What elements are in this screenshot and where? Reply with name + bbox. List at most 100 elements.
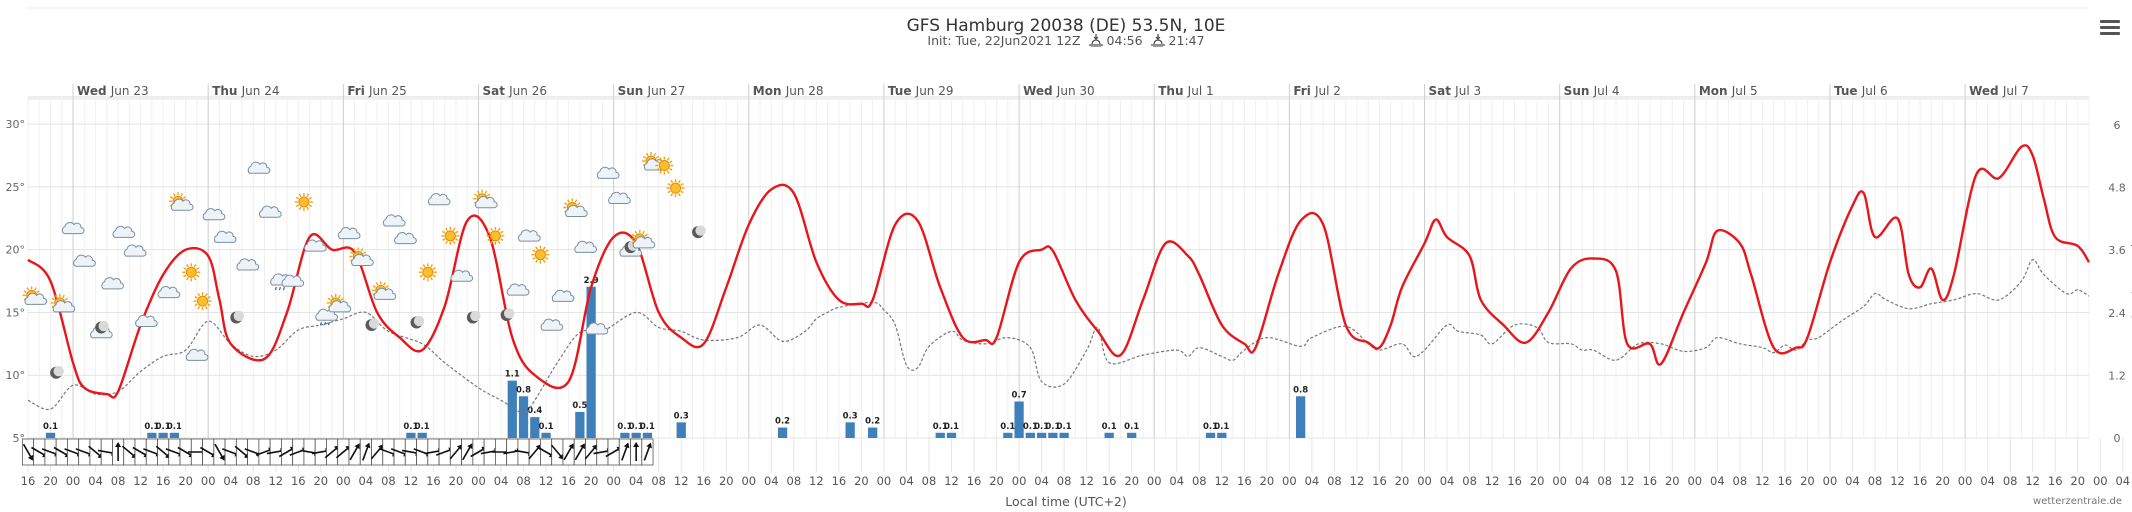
series-lines bbox=[27, 144, 2091, 414]
sun-disc bbox=[444, 230, 456, 242]
sun-ray bbox=[669, 160, 673, 164]
x-tick-labels: 16 20 00 04 08 12 16 20 00 04 08 12 16 20 00 04 08 12 16 20… bbox=[21, 474, 2130, 488]
sun-ray bbox=[442, 230, 446, 234]
cloud-icon bbox=[247, 161, 271, 174]
sun-ray bbox=[659, 157, 662, 161]
x-tick-label: 04 bbox=[494, 474, 509, 488]
rain-drop bbox=[327, 322, 331, 326]
wind-arrow-icon bbox=[362, 442, 371, 461]
x-tick-label: 00 bbox=[2093, 474, 2108, 488]
sun-ray bbox=[327, 297, 331, 301]
x-tick-label: 20 bbox=[989, 474, 1004, 488]
y-tick-label-temp: 25° bbox=[6, 181, 26, 194]
x-tick-label: 08 bbox=[246, 474, 261, 488]
x-tick-label: 04 bbox=[1845, 474, 1860, 488]
day-labels: Wed Jun 23 Thu Jun 24 Fri Jun 25 Sat Jun 26… bbox=[77, 84, 2029, 98]
sun-ray bbox=[667, 183, 671, 186]
y-tick-label-precip: 1.2 bbox=[2108, 369, 2126, 382]
precip-label: 0.1 bbox=[1023, 422, 1038, 432]
sun-ray bbox=[350, 251, 354, 255]
day-label-date: Jul 6 bbox=[1861, 84, 1888, 98]
day-label: Wed Jul 7 bbox=[1969, 84, 2029, 98]
wind-arrow-head bbox=[592, 444, 598, 451]
sun-ray bbox=[497, 227, 501, 232]
sun-ray bbox=[677, 180, 681, 184]
cloud-shape bbox=[112, 225, 136, 238]
sun-icon bbox=[441, 226, 460, 245]
precip-bar bbox=[417, 432, 427, 438]
day-label-dow: Thu bbox=[212, 84, 241, 98]
x-tick-label: 12 bbox=[1890, 474, 1905, 488]
precip-bar bbox=[1003, 432, 1013, 438]
sun-ray bbox=[655, 155, 660, 159]
precip-bar bbox=[541, 432, 551, 438]
day-label: Tue Jun 29 bbox=[888, 84, 954, 98]
plot-area bbox=[27, 98, 2090, 439]
x-tick-label: 00 bbox=[1552, 474, 1567, 488]
cloud-shape bbox=[202, 208, 226, 221]
moon-light bbox=[233, 310, 245, 322]
wind-arrow-head bbox=[354, 443, 360, 450]
x-tick-label: 12 bbox=[539, 474, 554, 488]
sun-ray bbox=[455, 230, 459, 234]
sun-disc bbox=[658, 160, 670, 172]
precip-label: 0.1 bbox=[167, 422, 182, 432]
sun-ray bbox=[452, 227, 456, 232]
credits-link[interactable]: wetterzentrale.de bbox=[2033, 496, 2122, 507]
sun-ray bbox=[26, 287, 30, 291]
wind-cell bbox=[112, 438, 125, 466]
precip-label: 0.1 bbox=[403, 422, 418, 432]
cloud-shape bbox=[518, 229, 541, 242]
y-tick-label-temp: 10° bbox=[6, 369, 26, 382]
cloud-shape bbox=[304, 239, 327, 252]
sun-ray bbox=[500, 238, 504, 241]
cloud-icon bbox=[337, 227, 361, 240]
day-label-dow: Wed bbox=[77, 84, 111, 98]
cloud-icon bbox=[101, 277, 124, 290]
sun-ray bbox=[445, 240, 448, 244]
sun-cloud-icon bbox=[169, 192, 194, 211]
precip-bar bbox=[642, 432, 653, 438]
wind-cell bbox=[641, 438, 654, 466]
cloud-icon bbox=[608, 191, 631, 204]
x-tick-label: 20 bbox=[719, 474, 734, 488]
precip-label: 0.1 bbox=[156, 422, 171, 432]
cloud-shape bbox=[608, 191, 631, 204]
sun-ray bbox=[372, 285, 376, 288]
x-tick-label: 08 bbox=[111, 474, 126, 488]
x-tick-label: 16 bbox=[1778, 474, 1793, 488]
sun-ray bbox=[442, 238, 446, 241]
sun-ray bbox=[419, 267, 423, 270]
cloud-icon bbox=[135, 314, 158, 327]
cloud-icon bbox=[281, 274, 305, 287]
sun-ray bbox=[196, 274, 200, 278]
sun-ray bbox=[186, 264, 189, 268]
cloud-shape bbox=[236, 258, 260, 271]
cloud-icon bbox=[540, 318, 564, 331]
y-axis-title-precip: Precipitation (mm) bbox=[2130, 217, 2132, 319]
cloud-shape bbox=[135, 314, 158, 327]
day-label-date: Jun 30 bbox=[1056, 84, 1095, 98]
x-tick-label: 00 bbox=[1687, 474, 1702, 488]
day-label-date: Jun 25 bbox=[368, 84, 407, 98]
sun-ray bbox=[567, 199, 570, 203]
cloud-icon bbox=[112, 225, 136, 238]
hamburger-menu-icon[interactable] bbox=[2100, 20, 2120, 36]
wind-arrow-icon bbox=[574, 443, 586, 461]
sun-ray bbox=[532, 249, 536, 253]
precip-bar bbox=[158, 432, 168, 438]
sun-ray bbox=[484, 190, 488, 194]
x-tick-label: 04 bbox=[1305, 474, 1320, 488]
sun-ray bbox=[353, 248, 356, 252]
sun-cloud-icon bbox=[473, 189, 498, 209]
day-label-dow: Fri bbox=[347, 84, 369, 98]
sun-ray bbox=[183, 274, 187, 278]
wind-arrow-icon bbox=[449, 444, 463, 460]
sun-ray bbox=[194, 296, 198, 299]
cloud-shape bbox=[328, 300, 352, 313]
x-tick-label: 04 bbox=[223, 474, 238, 488]
sun-ray bbox=[422, 264, 426, 268]
x-tick-label: 04 bbox=[88, 474, 103, 488]
cloud-shape bbox=[73, 254, 96, 267]
sun-disc bbox=[489, 230, 501, 242]
